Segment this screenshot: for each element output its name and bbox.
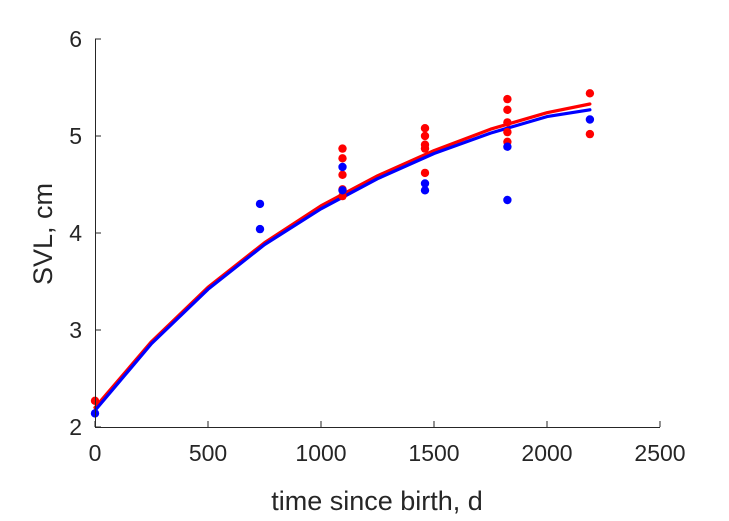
data-point [338,162,347,172]
data-point [338,191,347,201]
data-point [503,195,512,205]
data-point [503,118,512,127]
data-point [420,168,430,178]
plot-area [90,89,595,418]
x-tick-label: 1500 [408,440,459,466]
y-tick-label: 3 [69,317,82,343]
data-point [585,115,595,124]
x-ticks: 0 500 1000 1500 2000 2500 [89,421,686,466]
data-point [338,154,347,163]
x-tick-label: 2500 [634,440,685,466]
data-point [420,124,430,133]
fit-curve [93,108,592,413]
data-point [503,142,512,151]
data-point [420,131,430,141]
data-point [420,186,430,195]
y-tick-label: 4 [69,220,82,246]
x-tick-label: 1000 [295,440,346,466]
x-axis-label: time since birth, d [271,486,483,516]
data-point [338,144,347,153]
data-point [503,94,512,104]
data-point [585,129,595,139]
data-point [585,89,595,98]
data-point [255,224,265,234]
data-point [420,179,430,188]
data-point [420,144,430,153]
data-point [338,186,347,195]
y-axis-label: SVL, cm [28,183,58,285]
data-point [255,199,265,209]
y-ticks: 2 3 4 5 6 [69,26,101,440]
data-point [503,127,512,137]
x-tick-label: 2000 [521,440,572,466]
data-point [338,170,347,179]
data-point [503,105,512,115]
y-tick-label: 6 [69,26,82,52]
axes [95,39,660,428]
x-tick-label: 0 [89,440,102,466]
y-tick-label: 2 [69,414,82,440]
y-tick-label: 5 [69,123,82,149]
x-tick-label: 500 [189,440,227,466]
